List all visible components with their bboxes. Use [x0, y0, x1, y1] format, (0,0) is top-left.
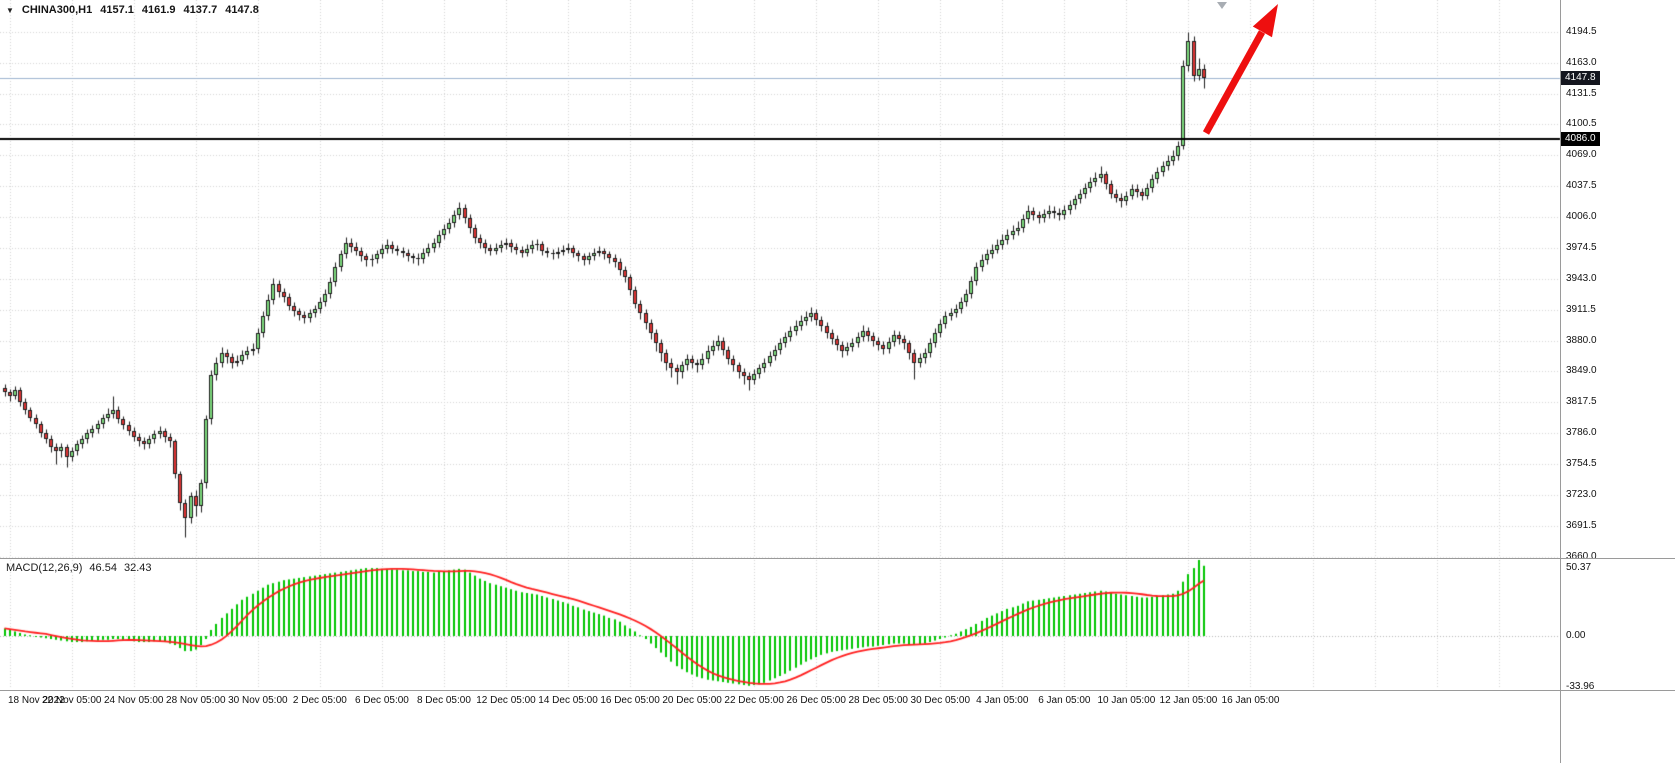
macd-tick-label: 0.00	[1566, 630, 1586, 641]
time-axis-separator	[0, 690, 1675, 691]
time-tick-label: 30 Dec 05:00	[910, 695, 971, 706]
time-tick-label: 30 Nov 05:00	[228, 695, 288, 706]
price-tick-label: 3786.0	[1566, 427, 1597, 438]
time-tick-label: 12 Dec 05:00	[476, 695, 536, 706]
price-tick-label: 3974.5	[1566, 242, 1597, 253]
macd-value-main: 46.54	[89, 562, 117, 574]
time-tick-label: 22 Dec 05:00	[724, 695, 784, 706]
chart-header: ▼ CHINA300,H1 4157.1 4161.9 4137.7 4147.…	[6, 4, 259, 16]
price-tick-label: 4163.0	[1566, 57, 1597, 68]
arrow-head	[1252, 4, 1278, 38]
price-tick-label: 3880.0	[1566, 335, 1597, 346]
time-tick-label: 22 Nov 05:00	[41, 695, 102, 706]
macd-pane-separator[interactable]	[0, 558, 1675, 559]
time-tick-label: 6 Jan 05:00	[1038, 695, 1091, 706]
symbol-title: CHINA300,H1	[21, 4, 93, 16]
time-tick-label: 12 Jan 05:00	[1159, 695, 1218, 706]
macd-axis[interactable]: 50.37 0.00 -33.96	[1563, 0, 1675, 763]
price-tick-label: 3849.0	[1566, 365, 1597, 376]
chart-shift-marker-icon[interactable]	[1217, 2, 1227, 9]
macd-indicator-label: MACD(12,26,9) 46.54 32.43	[6, 562, 151, 574]
time-tick-label: 16 Jan 05:00	[1221, 695, 1280, 706]
macd-tick-label: -33.96	[1566, 681, 1595, 692]
time-tick-label: 4 Jan 05:00	[976, 695, 1029, 706]
hline-price-badge: 4086.0	[1561, 132, 1600, 146]
price-tick-label: 3660.0	[1566, 551, 1597, 562]
macd-tick-label: 50.37	[1566, 562, 1592, 573]
price-tick-label: 4100.5	[1566, 118, 1597, 129]
time-tick-label: 28 Dec 05:00	[848, 695, 908, 706]
ohlc-open: 4157.1	[100, 4, 134, 16]
time-tick-label: 6 Dec 05:00	[354, 695, 409, 706]
current-price-badge: 4147.8	[1561, 71, 1600, 85]
time-tick-label: 14 Dec 05:00	[538, 695, 598, 706]
ohlc-low: 4137.7	[183, 4, 218, 16]
price-tick-label: 3723.0	[1566, 489, 1597, 500]
price-tick-label: 3754.5	[1566, 458, 1597, 469]
price-axis-separator	[1560, 0, 1561, 763]
time-tick-label: 28 Nov 05:00	[166, 695, 226, 706]
price-tick-label: 3817.5	[1566, 396, 1597, 407]
price-tick-label: 3943.0	[1566, 273, 1597, 284]
price-tick-label: 4006.0	[1566, 211, 1597, 222]
arrow-shaft	[1202, 30, 1266, 135]
time-tick-label: 16 Dec 05:00	[600, 695, 660, 706]
ohlc-high: 4161.9	[141, 4, 176, 16]
price-tick-label: 4069.0	[1566, 149, 1597, 160]
time-tick-label: 20 Dec 05:00	[662, 695, 722, 706]
price-axis[interactable]: 4194.5 4163.0 4131.5 4100.5 4069.0 4037.5 4006…	[1563, 0, 1675, 763]
price-tick-label: 3911.5	[1566, 304, 1596, 315]
macd-name: MACD(12,26,9)	[6, 562, 83, 574]
ohlc-close: 4147.8	[225, 4, 259, 16]
price-tick-label: 3691.5	[1566, 520, 1597, 531]
price-tick-label: 4131.5	[1566, 88, 1597, 99]
time-tick-label: 18 Nov 2022	[8, 695, 65, 706]
time-tick-label: 8 Dec 05:00	[416, 695, 471, 706]
price-tick-label: 4037.5	[1566, 180, 1597, 191]
price-tick-label: 4194.5	[1566, 26, 1597, 37]
time-tick-label: 24 Nov 05:00	[104, 695, 164, 706]
time-tick-label: 26 Dec 05:00	[786, 695, 846, 706]
time-tick-label: 2 Dec 05:00	[292, 695, 347, 706]
symbol-dropdown-icon[interactable]: ▼	[6, 5, 14, 15]
macd-value-signal: 32.43	[123, 562, 152, 574]
time-tick-label: 10 Jan 05:00	[1097, 695, 1156, 706]
trend-arrow-annotation[interactable]	[1195, 0, 1290, 145]
time-axis[interactable]: 18 Nov 2022 22 Nov 05:00 24 Nov 05:00 28 No…	[0, 692, 1560, 714]
